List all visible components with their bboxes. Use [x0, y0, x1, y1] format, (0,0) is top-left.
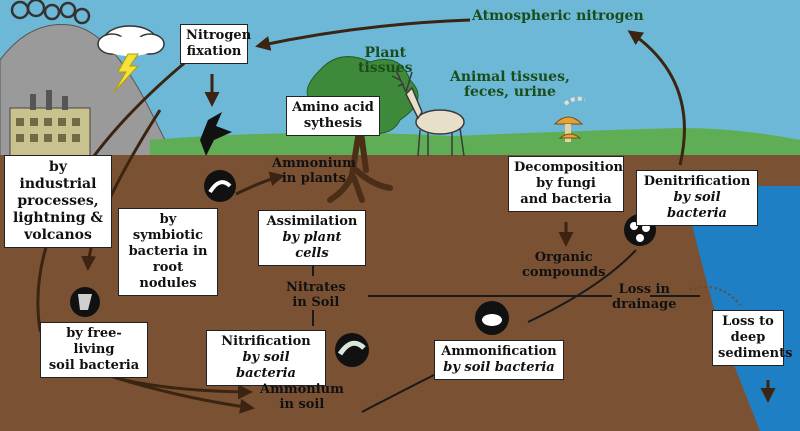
- nitrogen-fixation-line1: Nitrogen: [186, 28, 252, 43]
- mushroom-icon: [553, 116, 584, 142]
- loss-drainage-line1: Loss in: [618, 282, 670, 297]
- free-living-box: by free-living soil bacteria: [40, 322, 148, 378]
- decomposition-line2: by fungi: [536, 176, 596, 191]
- loss-sediments-line1: Loss to: [722, 314, 774, 329]
- cloud-icon: [97, 25, 165, 56]
- lightning-icon: [113, 53, 140, 93]
- loss-sediments-box: Loss to deep sediments: [712, 310, 793, 366]
- worm-icon: [563, 96, 586, 106]
- assimilation-line2: by plant cells: [282, 230, 342, 261]
- denitrification-box: Denitrification by soil bacteria: [636, 170, 758, 226]
- ammonification-box: Ammonification by soil bacteria: [434, 340, 564, 380]
- nitrogen-fixation-line2: fixation: [186, 44, 242, 59]
- flow-arrows: [36, 18, 776, 414]
- symbiotic-line3: root nodules: [139, 260, 197, 291]
- decomposition-box: Decomposition by fungi and bacteria: [508, 156, 624, 212]
- nitrification-box: Nitrification by soil bacteria: [206, 330, 326, 386]
- loss-sediments-line2: deep: [730, 330, 766, 345]
- amino-acid-line1: Amino acid: [292, 100, 374, 115]
- symbiotic-line2: bacteria in: [128, 244, 208, 259]
- organic-compounds-label: Organic compounds: [522, 250, 605, 280]
- arrow-denit-to-atmos: [627, 30, 686, 166]
- nitrates-line2: in Soil: [292, 295, 340, 310]
- animal-tissues-line2: feces, urine: [463, 84, 556, 100]
- drainage-dots: [689, 286, 741, 306]
- arrow-freeliving-to-ammonium: [109, 374, 255, 414]
- amino-acid-box: Amino acid sythesis: [286, 96, 380, 136]
- loss-sediments-line3: sediments: [718, 346, 793, 361]
- ammonification-line1: Ammonification: [441, 344, 557, 359]
- smoke-icon: [10, 0, 91, 25]
- ammonium-plants-line1: Ammonium: [272, 156, 356, 171]
- ammonium-plants-label: Ammonium in plants: [272, 156, 356, 186]
- plant-tissues-label: Plant tissues: [358, 46, 413, 76]
- industrial-line1: by industrial: [19, 159, 97, 192]
- symbiotic-line1: by symbiotic: [132, 212, 204, 243]
- nitrates-line1: Nitrates: [286, 280, 346, 295]
- industrial-box: by industrial processes, lightning & vol…: [4, 155, 112, 248]
- denitrification-line1: Denitrification: [643, 174, 751, 189]
- loss-drainage-label: Loss in drainage: [612, 282, 677, 312]
- amino-acid-line2: sythesis: [303, 116, 363, 131]
- loss-drainage-line2: drainage: [612, 297, 677, 312]
- nitrogen-fixation-box: Nitrogen fixation: [180, 24, 252, 64]
- deer-icon: [391, 69, 465, 157]
- industrial-line2: processes,: [17, 193, 99, 209]
- assimilation-box: Assimilation by plant cells: [258, 210, 366, 266]
- arrow-symbiotic-up: [235, 171, 285, 196]
- assimilation-line1: Assimilation: [266, 214, 358, 229]
- water: [680, 175, 800, 431]
- plant-tissues-line2: tissues: [358, 60, 413, 76]
- nitrates-label: Nitrates in Soil: [286, 280, 346, 310]
- organic-line2: compounds: [522, 265, 606, 280]
- industrial-line4: volcanos: [24, 227, 92, 243]
- animal-tissues-line1: Animal tissues,: [450, 69, 570, 85]
- ammonium-soil-label: Ammonium in soil: [260, 382, 344, 412]
- plant-tissues-line1: Plant: [364, 45, 407, 61]
- industrial-line3: lightning &: [12, 210, 104, 226]
- symbiotic-box: by symbiotic bacteria in root nodules: [118, 208, 218, 296]
- arrow-atmos-to-fixation: [255, 18, 471, 51]
- animal-tissues-label: Animal tissues, feces, urine: [450, 70, 570, 100]
- ammonium-plants-line2: in plants: [281, 171, 347, 186]
- bacteria-icon: [70, 112, 656, 367]
- nitrification-line2: by soil bacteria: [236, 350, 296, 381]
- factory-icon: [9, 90, 91, 157]
- ammonium-soil-line1: Ammonium: [260, 382, 344, 397]
- ammonium-soil-line2: in soil: [279, 397, 325, 412]
- ammonification-line2: by soil bacteria: [443, 360, 555, 375]
- arrow-industrial-bottom: [36, 58, 253, 400]
- decomposition-line3: and bacteria: [520, 192, 612, 207]
- denitrification-line2: by soil bacteria: [667, 190, 727, 221]
- organic-line1: Organic: [534, 250, 593, 265]
- decomposition-line1: Decomposition: [514, 160, 623, 175]
- free-living-line2: soil bacteria: [48, 358, 140, 373]
- nitrification-line1: Nitrification: [221, 334, 311, 349]
- free-living-line1: by free-living: [66, 326, 122, 357]
- atmospheric-nitrogen-label: Atmospheric nitrogen: [472, 8, 644, 24]
